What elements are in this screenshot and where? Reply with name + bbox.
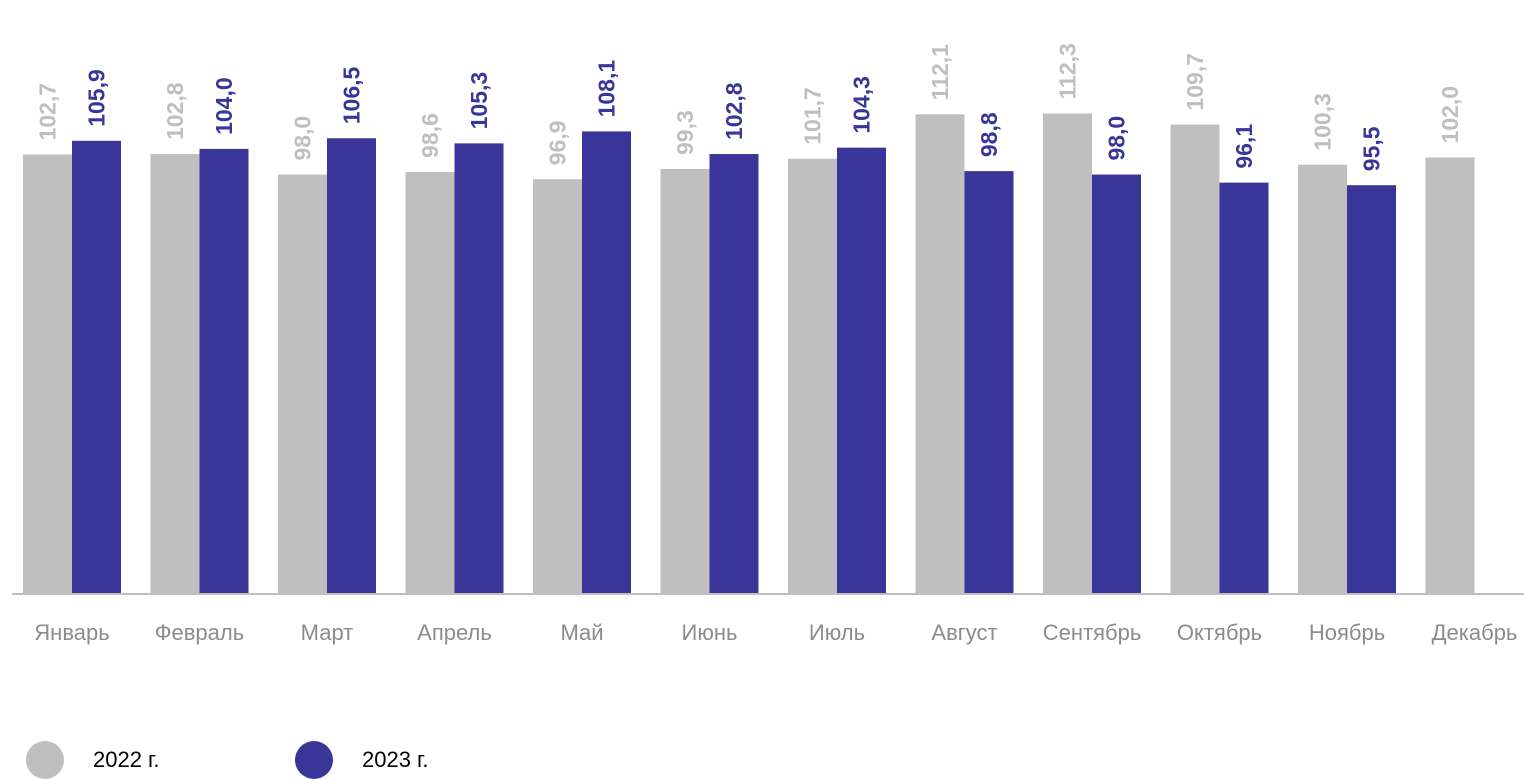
bar-2022-6 [660,168,710,593]
value-label-2023-4: 105,3 [466,72,492,130]
value-label-2023-6: 102,8 [721,82,747,140]
legend-item-2022: 2022 г. [26,741,160,779]
bar-2022-8 [915,114,965,593]
bar-2022-4 [405,171,455,593]
category-label-2: Февраль [155,620,244,645]
bar-2022-7 [788,158,837,593]
bar-2023-8 [964,171,1014,593]
bar-2022-3 [278,174,327,594]
bar-chart: 102,7 105,9 102,8 104,0 98,0 106,5 98,6 105,3 96… [12,43,1524,645]
value-label-2022-10: 109,7 [1182,53,1208,111]
category-label-9: Сентябрь [1043,620,1142,645]
value-label-2022-3: 98,0 [290,116,316,161]
value-label-2022-4: 98,6 [417,113,443,158]
category-label-11: Ноябрь [1309,620,1385,645]
value-label-2022-5: 96,9 [545,120,571,165]
value-label-2022-11: 100,3 [1310,93,1336,151]
category-label-3: Март [301,620,354,645]
bar-2023-2 [199,148,249,594]
bar-2023-3 [327,138,376,593]
legend-item-2023: 2023 г. [295,741,429,779]
category-label-1: Январь [34,620,109,645]
bar-2023-5 [582,131,631,593]
legend-label-2023: 2023 г. [362,747,429,772]
value-label-2023-11: 95,5 [1359,126,1385,171]
category-label-7: Июль [809,620,865,645]
bar-2023-6 [709,154,759,593]
bar-2023-10 [1219,182,1269,593]
value-label-2023-9: 98,0 [1104,116,1130,161]
value-label-2022-6: 99,3 [672,110,698,155]
bars-group: 102,7 105,9 102,8 104,0 98,0 106,5 98,6 105,3 96… [23,43,1475,594]
category-labels: Январь Февраль Март Апрель Май Июнь Июль Август… [34,620,1517,645]
bar-2023-9 [1092,174,1141,594]
legend-swatch-2022 [26,741,64,779]
category-label-5: Май [560,620,603,645]
value-label-2022-1: 102,7 [35,83,61,141]
category-label-8: Август [931,620,997,645]
legend-swatch-2023 [295,741,333,779]
category-label-12: Декабрь [1432,620,1518,645]
bar-2022-9 [1043,113,1092,593]
value-label-2022-8: 112,1 [927,44,953,100]
value-label-2022-2: 102,8 [162,82,188,140]
legend-label-2022: 2022 г. [93,747,160,772]
value-label-2023-5: 108,1 [594,60,620,118]
bar-2023-1 [72,140,121,593]
value-label-2022-7: 101,7 [800,87,826,145]
value-label-2023-8: 98,8 [976,112,1002,157]
value-label-2023-2: 104,0 [211,77,237,135]
bar-2023-4 [454,143,504,593]
value-label-2022-9: 112,3 [1055,43,1081,99]
value-label-2023-7: 104,3 [849,76,875,134]
bar-2022-1 [23,154,72,593]
bar-2022-5 [533,179,582,593]
bar-2022-2 [150,154,200,593]
bar-2022-11 [1298,164,1347,593]
category-label-6: Июнь [682,620,738,645]
category-label-4: Апрель [417,620,492,645]
value-label-2023-10: 96,1 [1231,124,1257,169]
bar-2022-12 [1425,157,1475,593]
bar-2023-7 [837,147,886,593]
value-label-2023-3: 106,5 [339,66,365,124]
value-label-2022-12: 102,0 [1437,86,1463,144]
category-label-10: Октябрь [1177,620,1262,645]
bar-2023-11 [1347,185,1396,593]
value-label-2023-1: 105,9 [84,69,110,127]
bar-2022-10 [1170,124,1220,594]
